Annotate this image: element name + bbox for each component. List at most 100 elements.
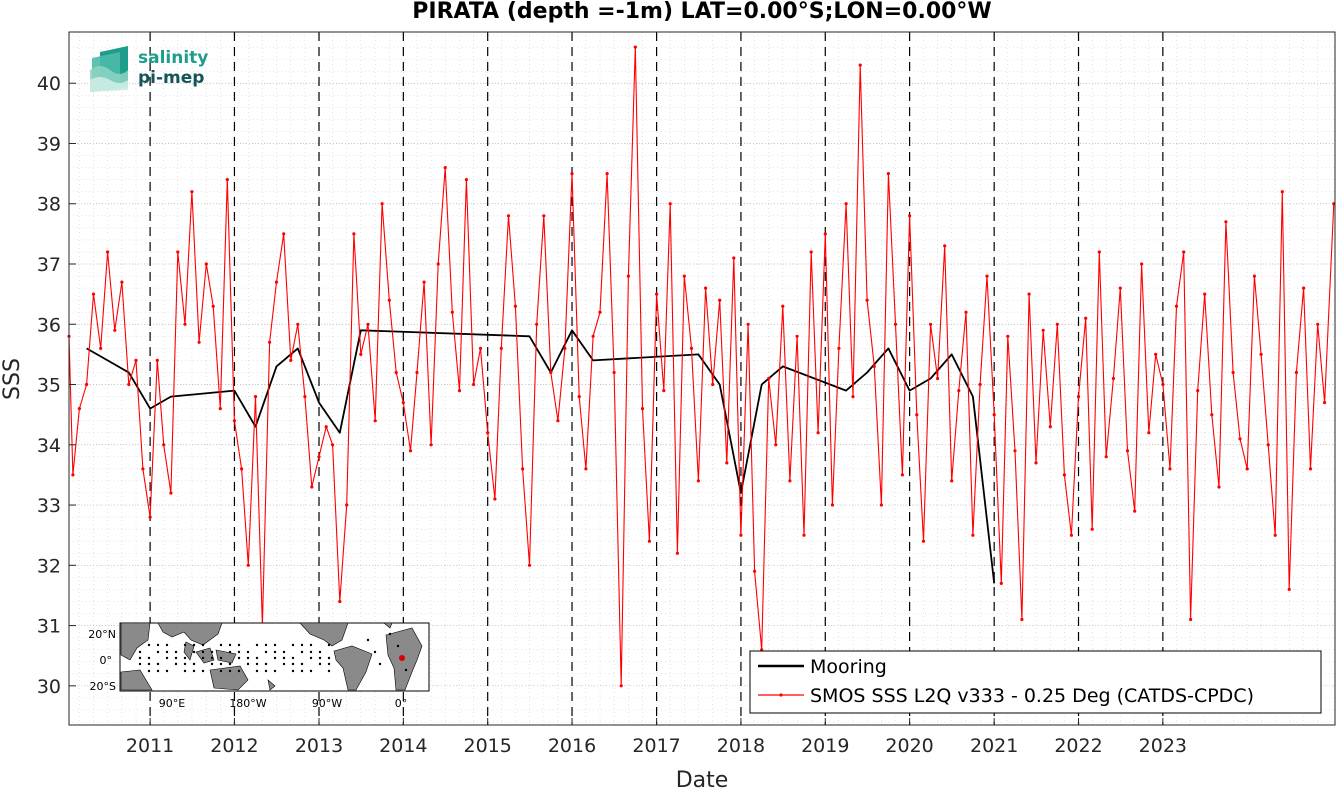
data-point [900,473,905,477]
data-point [225,178,229,182]
mooring-station-dot [300,643,304,647]
mooring-station-dot [300,669,304,673]
mooring-station-dot [183,662,187,666]
mooring-station-dot [138,656,142,660]
data-point [1252,274,1256,278]
inset-map-stations [138,632,408,673]
data-point [1287,587,1291,592]
data-point [1217,485,1221,489]
data-point [921,539,926,543]
inset-map-ylabel-20n: 20°N [88,628,116,641]
mooring-station-dot [165,643,169,647]
data-point [689,346,694,350]
mooring-station-dot [156,650,160,654]
mooring-station-dot [192,650,196,654]
mooring-station-dot [210,656,214,660]
mooring-station-dot [318,656,322,660]
mooring-station-dot [291,662,295,666]
data-point [443,166,447,170]
data-point [668,202,672,206]
data-point [774,443,778,447]
x-tick-label: 2019 [801,735,849,757]
data-point [464,178,468,182]
data-point [1182,250,1186,254]
data-point [718,298,722,302]
data-point [232,419,236,423]
y-tick-label: 33 [37,495,61,517]
data-point [929,322,933,326]
x-axis-label: Date [676,768,729,790]
data-point [851,395,855,399]
inset-map-ylabel-20s: 20°S [90,680,116,693]
data-point [1154,352,1158,356]
legend-box [749,650,1322,714]
data-point [183,322,187,326]
data-point [1196,389,1200,393]
data-point [739,533,743,537]
mooring-station-dot [309,669,313,673]
mooring-station-dot [174,662,178,666]
mooring-station-dot [264,669,268,673]
data-point [957,389,961,393]
data-point [282,232,286,236]
mooring-station-dot [309,650,313,654]
mooring-station-dot [201,643,205,647]
x-tick-label: 2020 [885,735,933,757]
data-point [943,244,947,248]
data-point [1210,413,1214,417]
data-point [1323,401,1327,405]
mooring-station-dot [373,650,377,654]
data-point [120,280,124,284]
data-point [802,533,806,537]
data-point [422,280,426,284]
mooring-station-dot [147,669,151,673]
waves-icon [90,46,128,92]
data-point [556,419,560,423]
data-point [662,389,666,393]
data-point [99,346,103,350]
mooring-station-dot [300,662,304,666]
data-point [535,322,539,326]
mooring-station-dot [237,669,241,673]
data-point [450,310,454,314]
data-point [317,455,321,459]
data-point [865,298,869,302]
data-point [246,563,250,567]
y-tick-label: 37 [37,254,61,276]
data-point [1140,262,1144,266]
mooring-station-dot [237,656,241,660]
mooring-station-dot [291,669,295,673]
mooring-station-dot [237,650,241,654]
data-point [134,358,138,362]
mooring-station-dot [327,656,331,660]
mooring-station-dot [156,643,160,647]
y-tick-label: 35 [37,375,61,397]
logo-text-pimep: pi-mep [138,68,204,88]
data-point [647,539,652,543]
mooring-station-dot [396,644,400,648]
series-line [86,329,996,584]
chart-title: PIRATA (depth =-1m) LAT=0.00°S;LON=0.00°… [412,0,991,24]
data-point [127,382,131,387]
data-point [1013,449,1017,453]
mooring-station-dot [300,650,304,654]
mooring-station-dot [192,662,196,666]
data-point [408,449,413,453]
mooring-station-dot [201,669,205,673]
data-point [626,274,631,278]
data-point [1266,443,1270,447]
data-point [499,346,503,350]
data-point [725,461,729,465]
mooring-station-dot [156,669,160,673]
data-point [704,286,708,290]
legend-label-mooring: Mooring [810,656,887,678]
data-point [844,202,848,206]
x-tick-label: 2017 [632,735,680,757]
data-point [781,304,785,308]
mooring-station-dot [255,656,259,660]
x-tick-label: 2014 [379,735,427,757]
mooring-station-dot [210,650,214,654]
data-point [570,172,574,176]
data-point [148,515,152,519]
